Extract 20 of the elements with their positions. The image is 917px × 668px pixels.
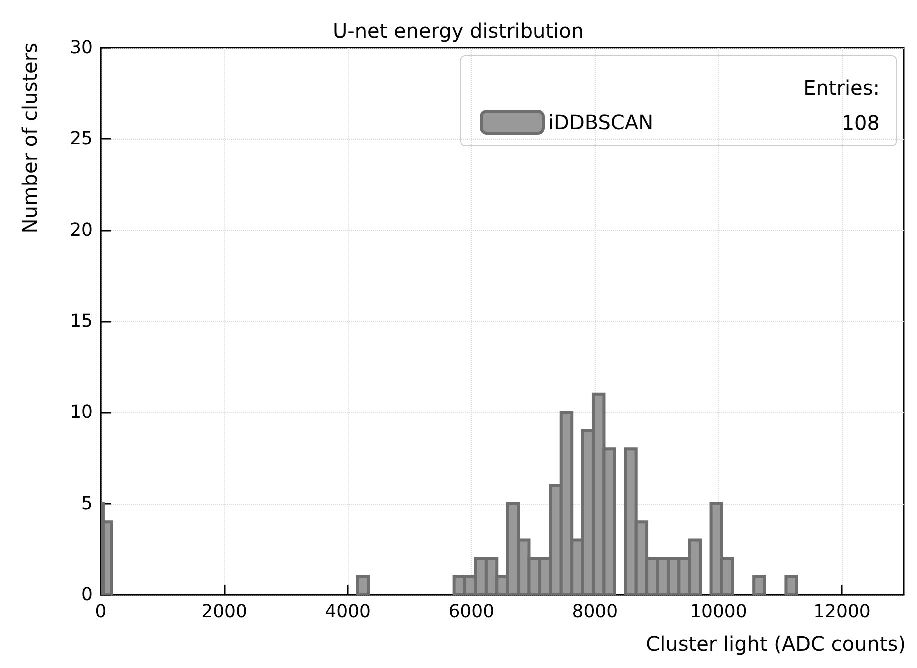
x-tick-label: 8000: [572, 602, 618, 622]
y-tick-label: 25: [70, 128, 93, 150]
x-tick-label: 6000: [448, 602, 495, 622]
y-tick-label: 0: [82, 584, 93, 606]
x-tick-label: 4000: [325, 602, 371, 622]
x-tick-label: 12000: [814, 602, 871, 622]
y-tick-label: 20: [70, 220, 93, 241]
chart-title: U-net energy distribution: [332, 19, 584, 43]
y-axis-title: Number of clusters: [18, 42, 42, 234]
x-tick-label: 2000: [202, 602, 248, 622]
x-axis-title: Cluster light (ADC counts): [646, 632, 906, 656]
annotation: 108: [842, 111, 880, 135]
legend-title: Entries:: [804, 76, 880, 100]
y-tick-label: 15: [70, 311, 93, 332]
x-tick-label: 10000: [690, 602, 748, 622]
y-tick-label: 30: [70, 38, 93, 58]
y-tick-label: 5: [82, 493, 93, 514]
x-tick-label: 0: [95, 602, 107, 622]
y-tick-label: 10: [70, 402, 93, 424]
legend-label: iDDBSCAN: [548, 110, 654, 134]
